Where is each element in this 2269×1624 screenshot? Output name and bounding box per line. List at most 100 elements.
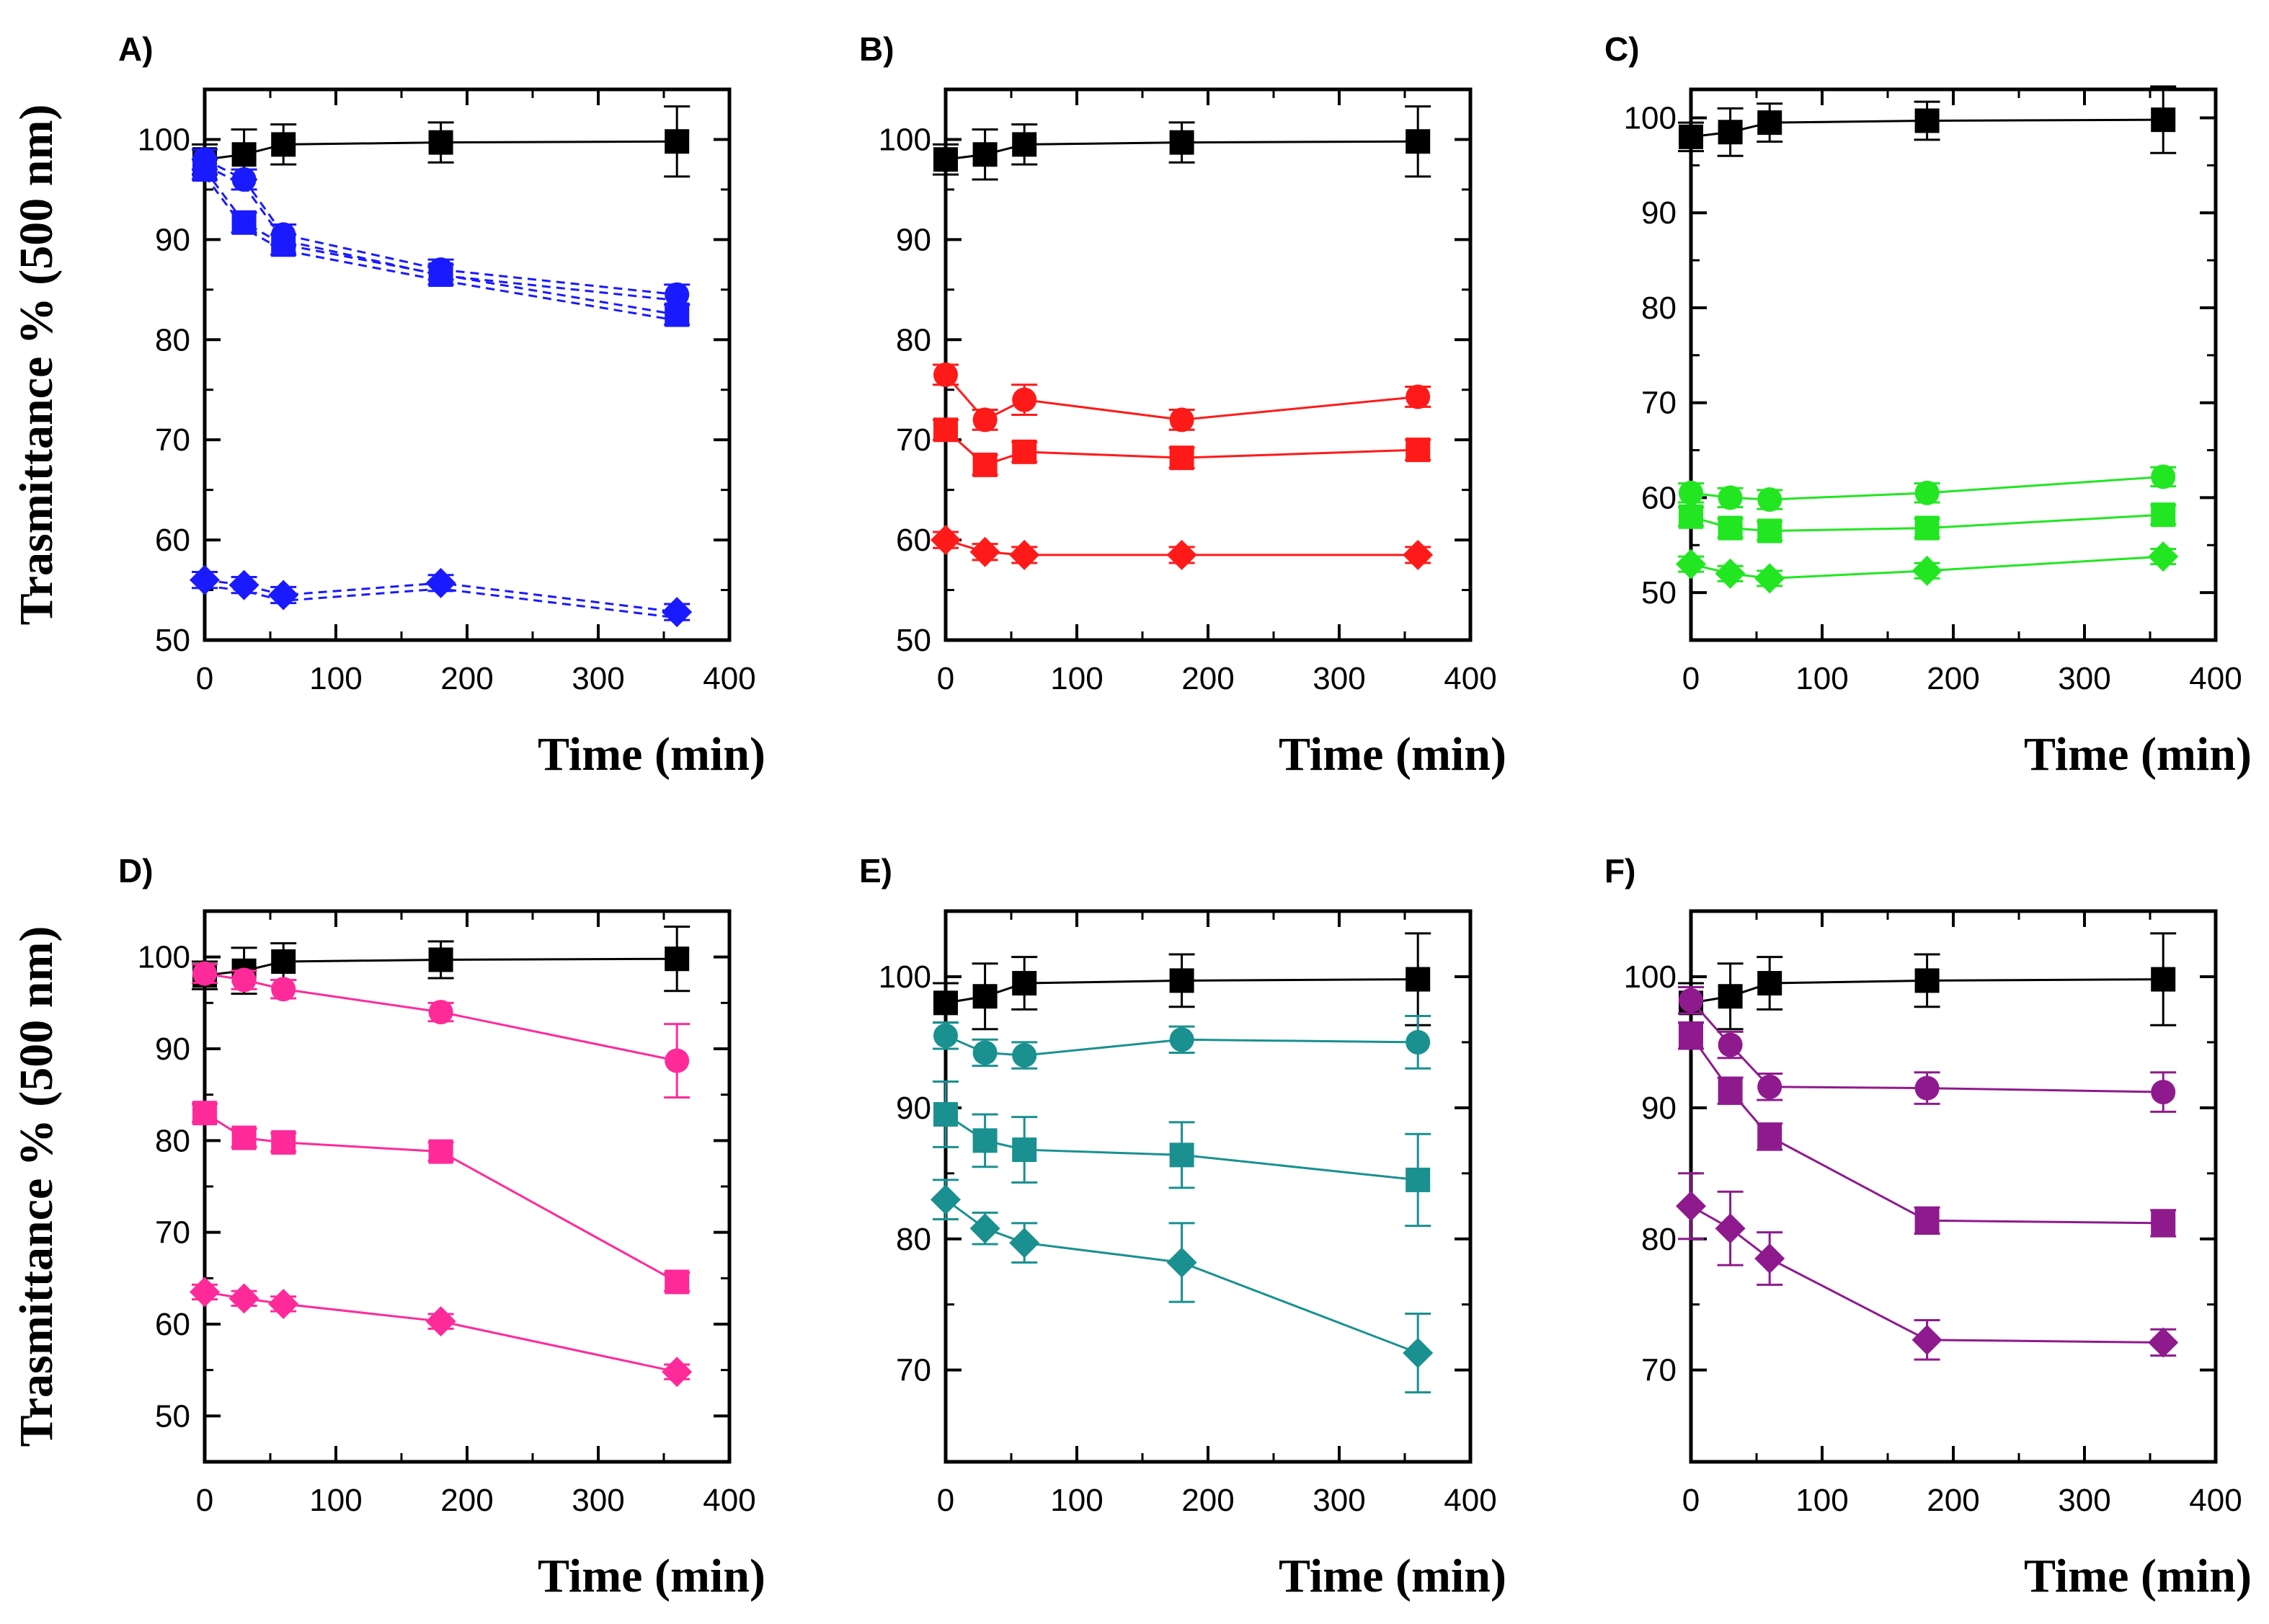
series-square bbox=[192, 1101, 691, 1295]
panel-b: 0 100 200 300 400 50 60 70 80 90 100 B) Time (min) bbox=[859, 30, 1506, 781]
x-tick-label: 100 bbox=[309, 661, 362, 696]
series-diamond bbox=[190, 564, 693, 628]
x-tick-label: 300 bbox=[1313, 1483, 1365, 1518]
series-line bbox=[204, 158, 678, 296]
y-tick-label: 70 bbox=[1641, 1353, 1677, 1388]
y-tick-label: 100 bbox=[1624, 101, 1677, 136]
x-tick-label: 300 bbox=[2058, 1483, 2110, 1518]
y-tick-label: 90 bbox=[155, 1031, 190, 1067]
y-tick-label: 90 bbox=[155, 222, 190, 257]
data-point bbox=[1012, 132, 1037, 157]
data-point bbox=[192, 961, 217, 986]
data-point bbox=[972, 984, 998, 1009]
x-tick-label: 100 bbox=[1795, 1483, 1848, 1518]
series-control bbox=[192, 105, 691, 181]
x-tick-label: 0 bbox=[937, 1483, 954, 1518]
x-tick-label: 100 bbox=[1795, 661, 1848, 696]
x-tick-label: 400 bbox=[1444, 661, 1496, 696]
y-tick-label: 100 bbox=[879, 959, 931, 995]
series-control bbox=[1678, 932, 2177, 1031]
data-point bbox=[231, 142, 257, 167]
data-point bbox=[1718, 1078, 1743, 1104]
data-point bbox=[1012, 387, 1037, 412]
series-diamond bbox=[190, 1277, 693, 1388]
data-point bbox=[1911, 1324, 1942, 1355]
data-point bbox=[2151, 107, 2176, 133]
series-line bbox=[203, 174, 678, 322]
x-axis-title: Time (min) bbox=[1279, 1550, 1506, 1602]
data-point bbox=[933, 362, 958, 387]
panel-f: 0 100 200 300 400 70 80 90 100 F) Time (min) bbox=[1604, 852, 2252, 1602]
data-point bbox=[425, 567, 456, 598]
data-point bbox=[933, 147, 958, 172]
y-tick-label: 80 bbox=[155, 1123, 190, 1158]
data-point bbox=[425, 1306, 456, 1337]
series-line bbox=[203, 169, 678, 316]
data-point bbox=[1012, 971, 1037, 996]
y-tick-label: 50 bbox=[896, 623, 931, 658]
x-tick-label: 100 bbox=[309, 1483, 362, 1518]
data-point bbox=[931, 525, 961, 556]
x-tick-label: 400 bbox=[1444, 1483, 1496, 1518]
data-point bbox=[1406, 438, 1431, 463]
data-point bbox=[271, 977, 296, 1002]
x-tick-label: 300 bbox=[1313, 661, 1365, 696]
y-tick-label: 100 bbox=[138, 940, 190, 975]
data-point bbox=[1679, 504, 1703, 529]
data-point bbox=[190, 564, 220, 595]
data-point bbox=[1757, 971, 1782, 996]
data-point bbox=[1754, 563, 1785, 594]
data-point bbox=[662, 597, 693, 628]
data-point bbox=[1911, 555, 1942, 586]
data-point bbox=[1169, 1142, 1194, 1168]
data-point bbox=[1166, 1247, 1197, 1278]
data-point bbox=[1718, 1032, 1743, 1057]
series-square bbox=[192, 157, 691, 327]
data-point bbox=[665, 1269, 690, 1295]
data-point bbox=[1715, 558, 1746, 589]
data-point bbox=[1914, 1208, 1940, 1233]
panel-label: E) bbox=[859, 852, 892, 889]
data-point bbox=[1406, 129, 1431, 154]
data-point bbox=[1406, 384, 1431, 409]
y-tick-label: 50 bbox=[155, 623, 190, 658]
x-tick-label: 300 bbox=[2058, 661, 2110, 696]
data-point bbox=[972, 452, 998, 477]
data-point bbox=[1679, 988, 1703, 1013]
y-tick-label: 80 bbox=[1641, 1222, 1677, 1257]
data-point bbox=[1679, 480, 1703, 505]
data-point bbox=[190, 1277, 220, 1308]
y-axis-title: Trasmittance % (500 nm) bbox=[10, 926, 63, 1447]
y-tick-label: 90 bbox=[896, 1091, 931, 1126]
data-point bbox=[1403, 539, 1434, 570]
y-tick-label: 100 bbox=[1624, 959, 1677, 995]
series-diamond bbox=[1676, 541, 2179, 594]
panel-label: B) bbox=[859, 30, 894, 68]
data-point bbox=[2151, 464, 2176, 489]
data-point bbox=[192, 157, 217, 182]
data-point bbox=[1406, 1029, 1431, 1055]
y-tick-label: 70 bbox=[896, 1353, 931, 1388]
data-point bbox=[2148, 1327, 2179, 1358]
x-tick-label: 100 bbox=[1050, 1483, 1103, 1518]
data-point bbox=[268, 580, 299, 611]
x-axis-title: Time (min) bbox=[538, 1550, 765, 1602]
panel-a: 0 100 200 300 400 50 60 70 80 90 100 A) Time (min) Tr… bbox=[10, 30, 765, 781]
data-point bbox=[931, 1184, 961, 1215]
data-point bbox=[933, 990, 958, 1016]
data-point bbox=[231, 167, 257, 192]
x-tick-label: 0 bbox=[937, 661, 954, 696]
x-tick-label: 0 bbox=[1682, 1483, 1700, 1518]
data-point bbox=[1012, 439, 1037, 464]
data-point bbox=[665, 1048, 690, 1073]
y-tick-label: 80 bbox=[155, 322, 190, 358]
y-tick-label: 60 bbox=[1641, 480, 1677, 515]
y-tick-label: 70 bbox=[1641, 386, 1677, 421]
y-tick-label: 60 bbox=[155, 1307, 190, 1342]
y-tick-label: 90 bbox=[896, 222, 931, 257]
y-tick-label: 90 bbox=[1641, 195, 1677, 231]
data-point bbox=[1718, 120, 1743, 145]
data-point bbox=[192, 1101, 217, 1126]
data-point bbox=[1757, 487, 1782, 513]
data-point bbox=[1009, 539, 1040, 570]
